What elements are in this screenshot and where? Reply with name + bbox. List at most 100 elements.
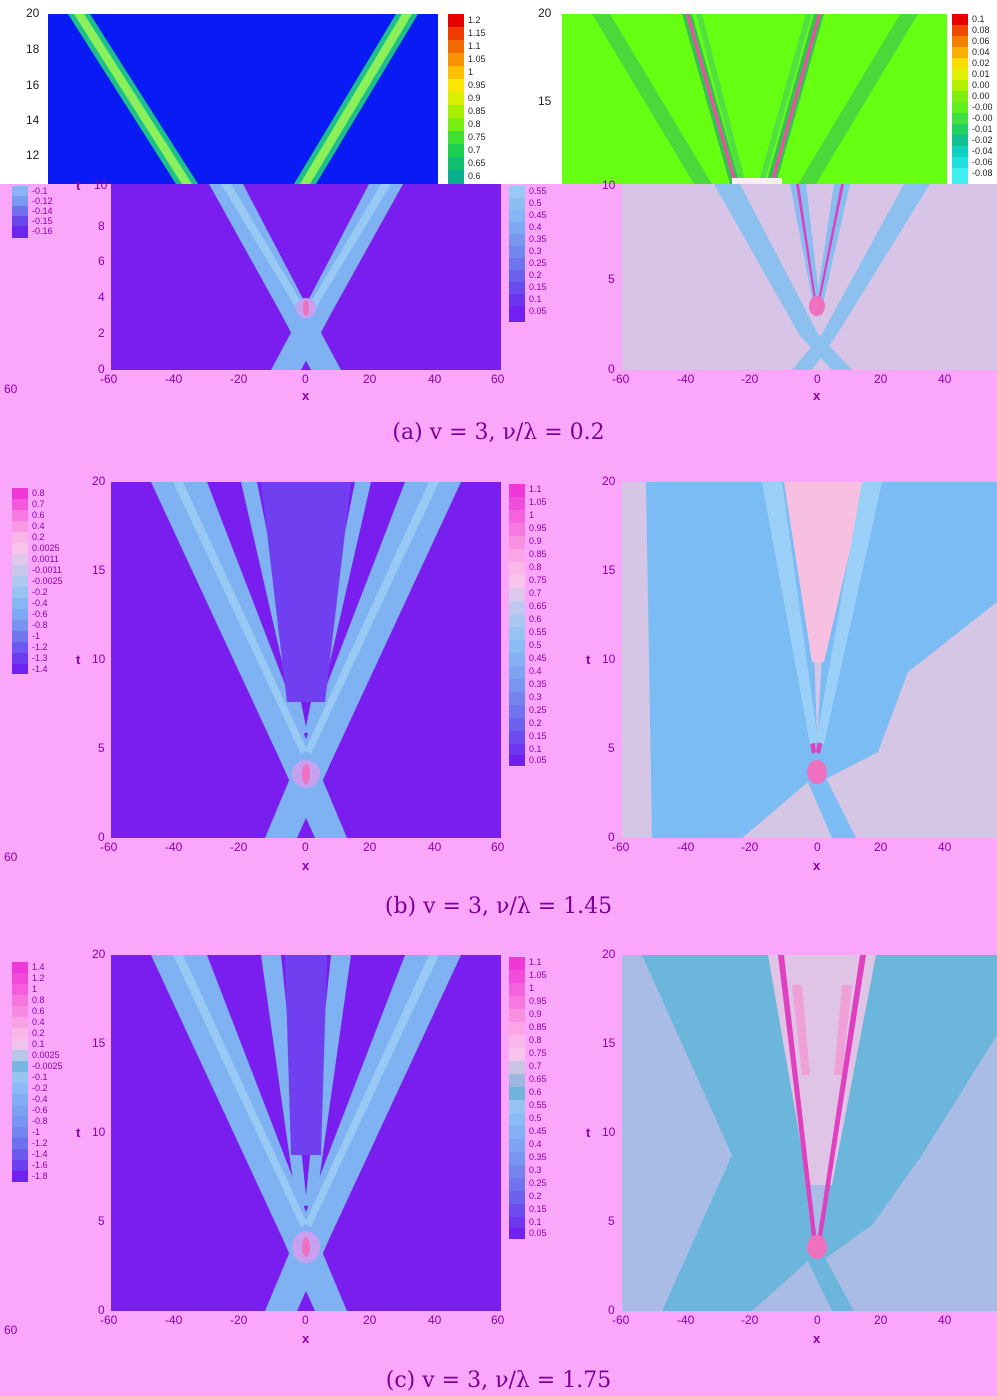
row-c-ytick: 10 (92, 1125, 106, 1139)
row-c-xtick: -40 (165, 1313, 183, 1327)
colorbar-label: -1.2 (32, 642, 48, 652)
colorbar-label: 0.35 (529, 1152, 547, 1162)
row-a-ytick: 2 (98, 326, 105, 340)
cut-tick-label: 60 (4, 850, 18, 864)
row-c-right-xtick: -40 (677, 1313, 695, 1327)
colorbar-label: 0.01 (972, 69, 990, 79)
row-c-xtick: 20 (363, 1313, 377, 1327)
colorbar-label: 0.9 (468, 93, 481, 103)
colorbar-label: 0.8 (529, 562, 542, 572)
colorbar-label: 0.8 (32, 995, 45, 1005)
row-a-xtick: 20 (363, 372, 377, 386)
colorbar-label: 0.75 (529, 1048, 547, 1058)
row-c-right-t-label: t (586, 1125, 591, 1140)
colorbar-label: 1.05 (529, 970, 547, 980)
row-c-xtick: 0 (302, 1313, 309, 1327)
row-a-right-xtick: 40 (938, 372, 952, 386)
row-a-right-ytick: 0 (608, 362, 615, 376)
colorbar-label: 0.55 (529, 186, 547, 196)
top-right-ytick: 15 (538, 94, 552, 108)
row-a-right-ytick: 10 (602, 178, 616, 192)
row-b-xtick: -40 (165, 840, 183, 854)
colorbar-label: 0.8 (468, 119, 481, 129)
row-c-right-ytick: 20 (602, 947, 616, 961)
caption-b: (b) v = 3, ν/λ = 1.45 (384, 894, 613, 919)
caption-a: (a) v = 3, ν/λ = 0.2 (392, 420, 605, 445)
colorbar-label: 0.2 (529, 270, 542, 280)
colorbar-label: -0.12 (32, 196, 53, 206)
colorbar-label: 0.05 (529, 755, 547, 765)
colorbar-label: -1 (32, 1127, 41, 1137)
colorbar-label: 0.02 (972, 58, 990, 68)
colorbar-label: 0.9 (529, 1009, 542, 1019)
colorbar-label: 0.65 (468, 158, 486, 168)
colorbar-label: 1.15 (468, 28, 486, 38)
colorbar-label: 0.15 (529, 731, 547, 741)
colorbar-label: 0.75 (529, 575, 547, 585)
row-b-mid-colorbar: 1.1 1.05 1 0.95 0.9 0.85 0.8 0.75 0.7 0.… (509, 484, 559, 766)
row-a-ytick: 0 (98, 362, 105, 376)
colorbar-label: 1.2 (32, 973, 45, 983)
row-b-amplitude-plot (111, 482, 501, 838)
colorbar-label: 0.1 (529, 294, 542, 304)
row-c-x-label: x (302, 1331, 310, 1346)
colorbar-label: -0.01 (972, 124, 993, 134)
colorbar-label: 0.85 (529, 1022, 547, 1032)
colorbar-label: 0.2 (529, 718, 542, 728)
top-left-ytick: 18 (26, 42, 40, 56)
row-a-mid-colorbar: 0.55 0.5 0.45 0.4 0.35 0.3 0.25 0.2 0.15… (509, 186, 559, 322)
colorbar-label: 0.2 (32, 532, 45, 542)
colorbar-label: 0.3 (529, 692, 542, 702)
colorbar-label: -0.4 (32, 1094, 48, 1104)
colorbar-label: 0.1 (529, 1217, 542, 1227)
row-b-right-ytick: 0 (608, 830, 615, 844)
row-b-right-xtick: 40 (938, 840, 952, 854)
row-a-t-label: t (76, 178, 81, 193)
row-a-xtick: -60 (100, 372, 118, 386)
row-a-ytick: 6 (98, 254, 105, 268)
row-a-xtick: 60 (491, 372, 505, 386)
row-c-xtick: -20 (230, 1313, 248, 1327)
row-b-right-ytick: 5 (608, 741, 615, 755)
row-a-left-colorbar: -0.1 -0.12 -0.14 -0.15 -0.16 (12, 186, 72, 238)
row-a-ytick: 8 (98, 219, 105, 233)
colorbar-label: 0.1 (972, 14, 985, 24)
colorbar-label: 0.1 (529, 744, 542, 754)
colorbar-label: 0.85 (468, 106, 486, 116)
colorbar-label: 0.0025 (32, 1050, 60, 1060)
colorbar-label: 0.25 (529, 705, 547, 715)
row-b-phase-plot (622, 482, 997, 838)
row-b-t-label: t (76, 652, 81, 667)
row-b-ytick: 15 (92, 563, 106, 577)
colorbar-label: 1.1 (468, 41, 481, 51)
colorbar-label: 0.2 (529, 1191, 542, 1201)
row-c-right-xtick: -20 (741, 1313, 759, 1327)
colorbar-label: -0.6 (32, 609, 48, 619)
row-c-right-ytick: 5 (608, 1214, 615, 1228)
row-a-x-label: x (302, 388, 310, 403)
row-c-right-xtick: 0 (814, 1313, 821, 1327)
colorbar-label: 0.6 (32, 1006, 45, 1016)
colorbar-label: 0.7 (468, 145, 481, 155)
colorbar-label: 0.04 (972, 47, 990, 57)
row-b-xtick: -60 (100, 840, 118, 854)
colorbar-label: 0.05 (529, 306, 547, 316)
colorbar-label: 0.8 (32, 488, 45, 498)
colorbar-label: 0.65 (529, 601, 547, 611)
row-a-right-xtick: -60 (612, 372, 630, 386)
top-left-ytick: 14 (26, 113, 40, 127)
row-c-right-ytick: 10 (602, 1125, 616, 1139)
colorbar-label: 0.75 (468, 132, 486, 142)
colorbar-label: 0.55 (529, 627, 547, 637)
colorbar-label: -0.00 (972, 102, 993, 112)
colorbar-label: -0.2 (32, 587, 48, 597)
colorbar-label: 0.15 (529, 1204, 547, 1214)
colorbar-label: -1.3 (32, 653, 48, 663)
row-b-x-label: x (302, 858, 310, 873)
row-a-right-x-label: x (813, 388, 821, 403)
colorbar-label: 0.4 (529, 222, 542, 232)
colorbar-label: 1 (529, 983, 535, 993)
row-b-right-x-label: x (813, 858, 821, 873)
row-c-xtick: 60 (491, 1313, 505, 1327)
row-c-mid-colorbar: 1.1 1.05 1 0.95 0.9 0.85 0.8 0.75 0.7 0.… (509, 957, 559, 1239)
